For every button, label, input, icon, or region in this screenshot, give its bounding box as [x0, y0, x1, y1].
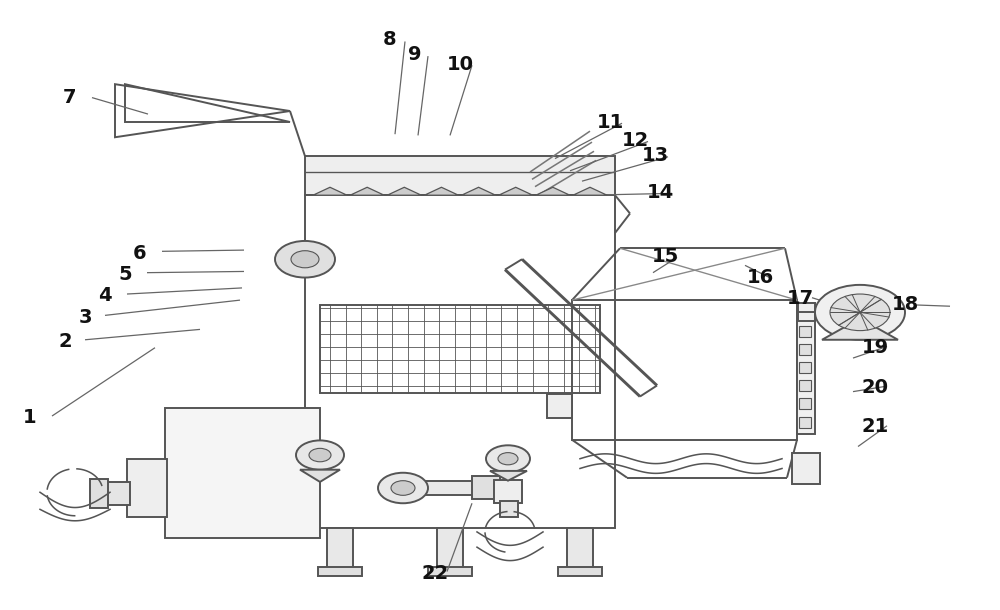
Circle shape [815, 285, 905, 340]
Bar [799, 362, 811, 373]
Text: 14: 14 [646, 182, 674, 202]
Circle shape [378, 473, 428, 503]
Circle shape [296, 440, 344, 470]
Bar [572, 300, 797, 440]
Bar [90, 479, 108, 508]
Bar [165, 408, 320, 538]
Bar [567, 528, 593, 569]
Polygon shape [490, 471, 527, 481]
Text: 3: 3 [78, 307, 92, 327]
Bar [799, 398, 811, 409]
Text: 21: 21 [861, 417, 889, 437]
Text: 6: 6 [133, 243, 147, 263]
Circle shape [275, 241, 335, 278]
Polygon shape [313, 187, 347, 195]
Circle shape [291, 251, 319, 268]
Bar [797, 303, 815, 434]
Text: 11: 11 [596, 112, 624, 132]
Text: 19: 19 [861, 338, 889, 357]
Bar [799, 380, 811, 391]
Text: 15: 15 [651, 246, 679, 266]
Polygon shape [573, 187, 607, 195]
Text: 9: 9 [408, 45, 422, 65]
Bar [799, 417, 811, 428]
Circle shape [830, 294, 890, 331]
Bar [799, 326, 811, 337]
Bar [105, 482, 130, 505]
Text: 7: 7 [63, 88, 77, 107]
Text: 2: 2 [58, 332, 72, 351]
Polygon shape [822, 318, 898, 340]
Bar [558, 567, 602, 576]
Text: 10: 10 [446, 54, 474, 74]
Text: 13: 13 [641, 146, 669, 165]
Polygon shape [350, 187, 384, 195]
Text: 17: 17 [786, 289, 814, 309]
Bar [799, 307, 811, 318]
Bar [792, 453, 820, 484]
Text: 5: 5 [118, 265, 132, 284]
Bar [305, 195, 615, 528]
Polygon shape [499, 187, 533, 195]
Bar [320, 305, 600, 393]
Bar [472, 476, 500, 499]
Bar [318, 567, 362, 576]
Polygon shape [462, 187, 496, 195]
Text: 18: 18 [891, 295, 919, 315]
Bar [412, 481, 477, 495]
Polygon shape [536, 187, 570, 195]
Circle shape [486, 445, 530, 472]
Bar [500, 501, 518, 517]
Text: 4: 4 [98, 286, 112, 306]
Polygon shape [424, 187, 458, 195]
Circle shape [391, 481, 415, 495]
Bar [428, 567, 472, 576]
Bar [327, 528, 353, 569]
Text: 22: 22 [421, 564, 449, 583]
Bar [798, 303, 815, 321]
Bar [305, 156, 615, 195]
Circle shape [309, 448, 331, 462]
Bar [547, 394, 572, 418]
Circle shape [498, 453, 518, 465]
Text: 16: 16 [746, 268, 774, 287]
Bar [127, 459, 167, 517]
Polygon shape [387, 187, 421, 195]
Text: 8: 8 [383, 30, 397, 49]
Bar [494, 480, 522, 503]
Text: 12: 12 [621, 131, 649, 150]
Bar [437, 528, 463, 569]
Text: 1: 1 [23, 408, 37, 428]
Polygon shape [300, 470, 340, 482]
Bar [799, 344, 811, 355]
Text: 20: 20 [862, 378, 889, 397]
